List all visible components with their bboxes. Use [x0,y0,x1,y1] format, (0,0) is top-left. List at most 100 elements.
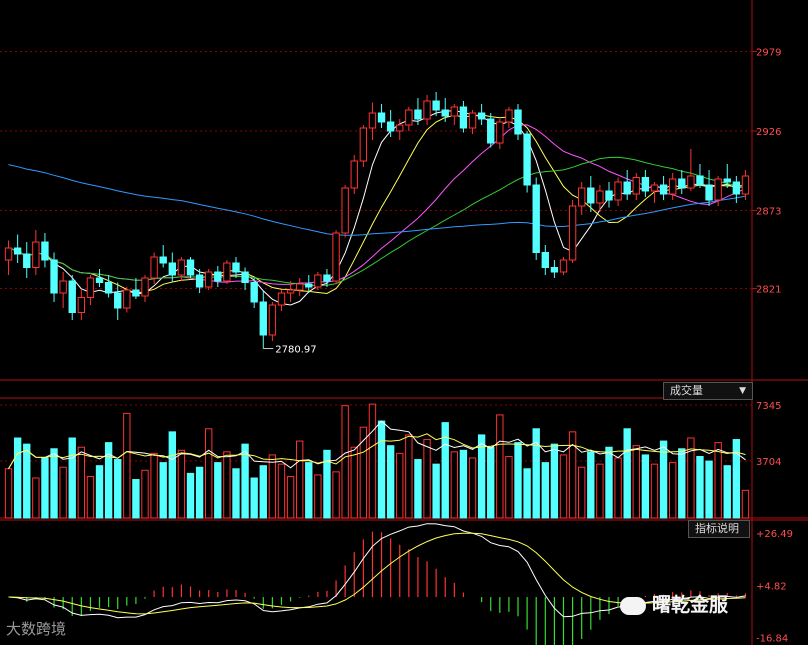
volume-bar [23,443,31,519]
candle-body [68,280,76,313]
volume-bar [50,448,58,519]
volume-bar [541,462,549,519]
candle-body [350,160,358,189]
candle-body [587,187,595,204]
volume-bar [441,422,449,519]
volume-bar [605,446,613,519]
volume-bar [277,463,286,519]
volume-bar [532,428,540,519]
volume-bar [77,446,86,519]
candle-body [705,184,713,201]
candle-body [714,178,722,201]
volume-bar [59,466,67,519]
candle-body [505,109,513,123]
volume-bar [687,437,695,519]
price-tick-label: 2821 [756,285,781,296]
volume-bar [650,463,659,519]
ma30-line [8,156,746,287]
volume-bar [405,434,413,519]
volume-bar [104,442,113,519]
candle-body [123,289,131,309]
volume-bar [305,462,313,519]
candle-body [550,267,559,273]
volume-bar [587,451,595,519]
candle-body [195,274,204,288]
volume-bar [150,452,158,519]
volume-bar [523,468,531,519]
volume-bar [732,439,741,519]
volume-bar [505,455,513,519]
ma10-line [8,114,746,295]
volume-label: 成交量 [670,384,703,397]
volume-bar [377,420,386,519]
volume-bar [68,437,76,519]
volume-bar [359,426,368,519]
volume-bar [550,443,559,519]
candle-body [623,181,631,195]
volume-bar [632,445,640,519]
candle-body [614,181,622,201]
volume-bar [195,466,204,519]
candle-body [150,256,158,279]
volume-bar [268,454,277,519]
candle-body [314,274,322,288]
candle-body [250,282,258,303]
candle-body [423,100,431,120]
candle-body [741,175,750,195]
candle-body [523,133,531,186]
watermark-left: 大数跨境 [6,620,67,638]
chevron-down-icon: ▼ [739,386,746,396]
candle-body [496,121,504,144]
indicator-tick-label: +26.49 [756,529,793,540]
volume-bar [86,475,95,519]
candle-body [86,277,95,298]
candle-body [641,177,650,192]
candle-body [4,247,13,261]
volume-tick-label: 3704 [756,457,781,468]
candle-body [77,297,86,313]
candle-body [487,118,495,144]
candle-body [341,187,349,234]
volume-bar [341,405,349,519]
volume-bar [295,440,304,519]
candle-body [559,259,568,273]
volume-bar [741,489,750,519]
indicator-help-button[interactable]: 指标说明 [688,520,750,538]
candle-body [514,109,522,135]
volume-bar [459,449,468,519]
candle-body [468,112,477,129]
candle-body [450,106,459,117]
candle-body [232,262,240,273]
candle-body [132,289,140,297]
volume-bar [678,448,686,519]
price-tick-label: 2979 [756,48,781,59]
volume-bar [114,459,122,519]
candle-body [114,292,122,309]
candle-body [332,232,340,282]
candle-body [223,262,231,282]
volume-bar [614,457,622,519]
volume-bar [250,477,258,519]
candle-body [668,178,677,195]
y-axis-labels: 2979 2926 2873 2821 7345 3704 +26.49 +4.82 -16.8… [752,48,793,645]
candle-body [459,106,468,129]
volume-bar [696,455,704,519]
volume-bar [578,466,586,519]
volume-bar [514,442,522,519]
volume-bar [414,459,422,519]
volume-bar [32,477,40,519]
volume-indicator-dropdown[interactable]: 成交量 ▼ [663,382,753,400]
candle-body [441,109,449,117]
candle-body [568,205,577,261]
candle-body [359,127,368,162]
candle-body [323,274,331,282]
watermark-right: 曙乾金服 [620,590,728,617]
volume-bar [332,471,340,519]
candle-body [177,259,186,276]
indicator-tick-label: +4.82 [756,581,787,592]
wechat-icon [620,596,646,615]
volume-bar [396,452,404,519]
volume-bar [223,451,231,519]
volume-bar [705,460,713,519]
